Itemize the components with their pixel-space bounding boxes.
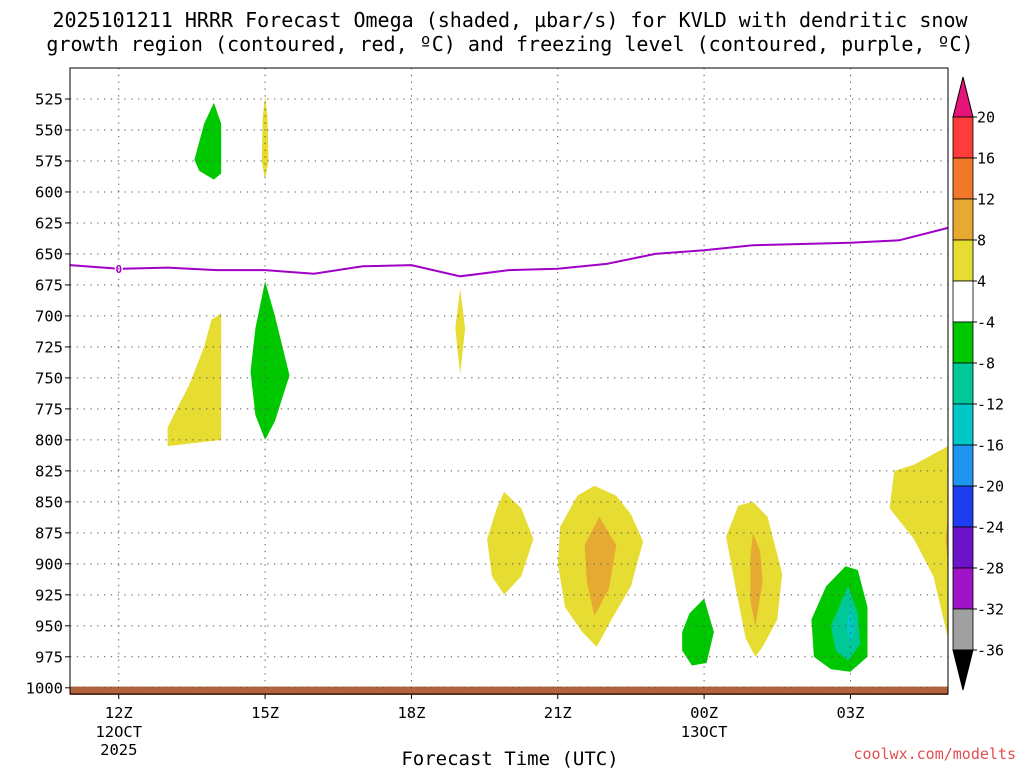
colorbar-bin-6 — [952, 362, 974, 405]
y-tick-label-575: 575 — [35, 152, 63, 170]
x-tick-label-21Z: 21Z — [544, 704, 572, 722]
y-tick-label-1000: 1000 — [26, 679, 63, 697]
y-tick-label-825: 825 — [35, 462, 63, 480]
colorbar-label-2: 12 — [977, 191, 995, 209]
y-axis: 525 550 575 600 625 650 675 700 725 750 775 800 825 8… — [26, 90, 70, 697]
colorbar-bin-1 — [952, 157, 974, 200]
colorbar-bin-0 — [952, 116, 974, 159]
y-tick-label-775: 775 — [35, 400, 63, 418]
y-tick-label-650: 650 — [35, 245, 63, 263]
y-tick-label-725: 725 — [35, 338, 63, 356]
colorbar-label-1: 16 — [977, 150, 995, 168]
colorbar-bin-9 — [952, 485, 974, 528]
y-tick-label-750: 750 — [35, 369, 63, 387]
y-tick-label-550: 550 — [35, 121, 63, 139]
omega-region-5 — [487, 491, 534, 595]
plot-area: 0 — [69, 67, 949, 695]
omega-region-14 — [889, 446, 948, 639]
y-tick-label-950: 950 — [35, 617, 63, 635]
y-tick-label-700: 700 — [35, 307, 63, 325]
colorbar-label-8: -16 — [977, 437, 1004, 455]
colorbar-label-5: -4 — [977, 314, 995, 332]
omega-region-1 — [261, 95, 269, 180]
omega-region-3 — [250, 281, 290, 440]
colorbar-label-3: 8 — [977, 232, 986, 250]
colorbar-label-13: -36 — [977, 642, 1004, 660]
colorbar-label-10: -24 — [977, 519, 1004, 537]
colorbar-label-12: -32 — [977, 601, 1004, 619]
y-tick-label-850: 850 — [35, 493, 63, 511]
omega-region-15 — [945, 516, 948, 564]
x-axis-label: Forecast Time (UTC) — [401, 748, 618, 768]
x-tick-label-15Z: 15Z — [251, 704, 279, 722]
x-tick-label-18Z: 18Z — [397, 704, 425, 722]
omega-region-9 — [750, 532, 763, 626]
freezing-level-line — [69, 226, 949, 278]
colorbar-bin-7 — [952, 403, 974, 446]
colorbar-under-arrow — [952, 649, 974, 691]
colorbar-label-11: -28 — [977, 560, 1004, 578]
omega-region-2 — [167, 313, 222, 447]
y-tick-label-925: 925 — [35, 586, 63, 604]
x-tick-label-03Z: 03Z — [836, 704, 864, 722]
omega-region-10 — [682, 598, 714, 666]
y-tick-label-600: 600 — [35, 183, 63, 201]
y-tick-label-875: 875 — [35, 524, 63, 542]
y-tick-label-675: 675 — [35, 276, 63, 294]
omega-region-0 — [194, 102, 222, 180]
colorbar-label-4: 4 — [977, 273, 986, 291]
ground-strip — [70, 686, 948, 695]
colorbar-bin-4 — [952, 280, 974, 323]
credit-link[interactable]: coolwx.com/modelts — [853, 745, 1016, 763]
colorbar-over-arrow — [952, 76, 974, 118]
colorbar-bin-11 — [952, 567, 974, 610]
colorbar-bin-3 — [952, 239, 974, 282]
colorbar: 20 16 12 8 4 -4 -8 -12 -16 -20 -24 -28 -32 -36 — [952, 76, 1004, 691]
colorbar-label-6: -8 — [977, 355, 995, 373]
x-tick-date-12Z: 12OCT — [95, 723, 142, 741]
x-tick-year-12Z: 2025 — [100, 741, 137, 759]
omega-region-7 — [584, 516, 617, 616]
x-tick-label-12Z: 12Z — [105, 704, 133, 722]
colorbar-label-0: 20 — [977, 109, 995, 127]
x-tick-label-00Z: 00Z — [690, 704, 718, 722]
chart-title-line1: 2025101211 HRRR Forecast Omega (shaded, … — [52, 8, 968, 32]
chart-title-line2: growth region (contoured, red, ºC) and f… — [46, 32, 973, 56]
colorbar-bin-10 — [952, 526, 974, 569]
colorbar-bin-12 — [952, 608, 974, 651]
colorbar-bin-5 — [952, 321, 974, 364]
plot-frame — [69, 67, 949, 695]
y-tick-label-900: 900 — [35, 555, 63, 573]
colorbar-bin-2 — [952, 198, 974, 241]
y-tick-label-975: 975 — [35, 648, 63, 666]
colorbar-label-7: -12 — [977, 396, 1004, 414]
x-tick-date-00Z: 13OCT — [681, 723, 728, 741]
colorbar-bin-8 — [952, 444, 974, 487]
y-tick-label-800: 800 — [35, 431, 63, 449]
y-tick-label-625: 625 — [35, 214, 63, 232]
omega-region-12 — [830, 586, 861, 661]
y-tick-label-525: 525 — [35, 90, 63, 108]
freezing-level-label: 0 — [115, 263, 122, 276]
freezing-level-label-bg — [114, 262, 123, 275]
colorbar-label-9: -20 — [977, 478, 1004, 496]
omega-region-4 — [455, 288, 466, 375]
